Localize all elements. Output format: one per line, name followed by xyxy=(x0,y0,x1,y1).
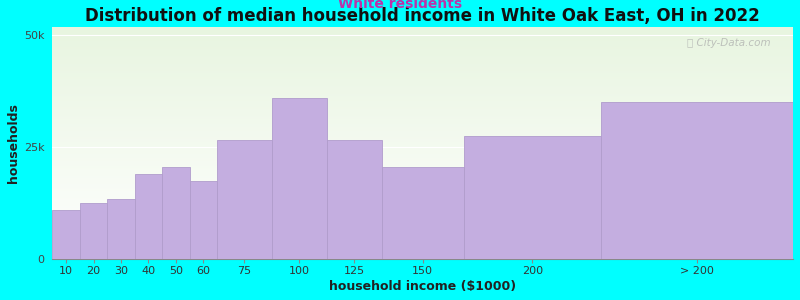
Bar xyxy=(80,203,107,259)
Text: White residents: White residents xyxy=(338,0,462,11)
Title: Distribution of median household income in White Oak East, OH in 2022: Distribution of median household income … xyxy=(86,7,760,25)
Text: ⓘ City-Data.com: ⓘ City-Data.com xyxy=(687,38,771,48)
Bar xyxy=(107,199,134,259)
Bar xyxy=(326,140,382,259)
X-axis label: household income ($1000): household income ($1000) xyxy=(329,280,516,293)
Bar xyxy=(52,210,80,259)
Bar xyxy=(217,140,272,259)
Y-axis label: households: households xyxy=(7,103,20,183)
Bar xyxy=(601,103,793,259)
Bar xyxy=(190,181,217,259)
Bar xyxy=(272,98,326,259)
Bar xyxy=(382,167,464,259)
Bar xyxy=(162,167,190,259)
Bar xyxy=(464,136,601,259)
Bar xyxy=(134,174,162,259)
